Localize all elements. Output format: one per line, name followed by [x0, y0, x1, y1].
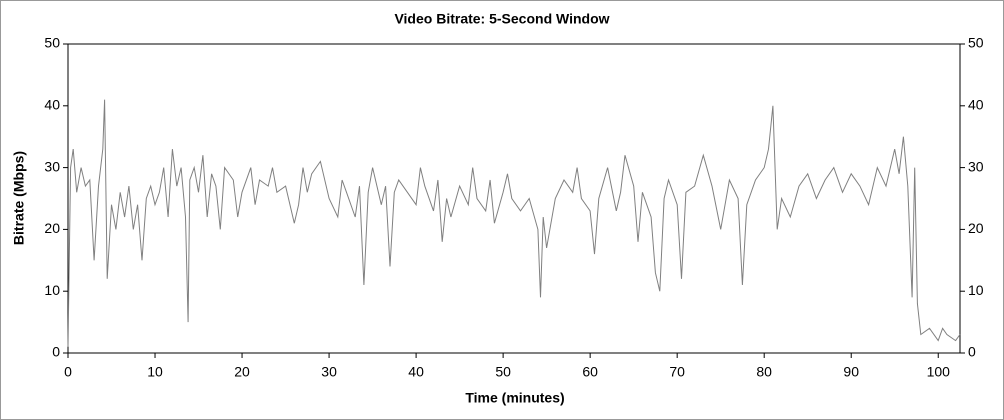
x-tick-label: 10: [147, 364, 163, 380]
x-tick-label: 80: [756, 364, 772, 380]
y-tick-label: 30: [44, 158, 60, 174]
x-tick-label: 60: [582, 364, 598, 380]
y-tick-label: 40: [44, 97, 60, 113]
y2-tick-label: 20: [968, 220, 984, 236]
x-tick-label: 70: [669, 364, 685, 380]
y2-tick-label: 10: [968, 282, 984, 298]
chart-title: Video Bitrate: 5-Second Window: [394, 11, 609, 27]
y-tick-label: 10: [44, 282, 60, 298]
x-tick-label: 0: [64, 364, 72, 380]
y-tick-label: 0: [52, 344, 60, 360]
plot-area: [67, 43, 961, 354]
x-tick-label: 30: [321, 364, 337, 380]
x-tick-label: 50: [495, 364, 511, 380]
x-tick-label: 40: [408, 364, 424, 380]
y-tick-label: 50: [44, 35, 60, 51]
x-axis-label: Time (minutes): [465, 390, 564, 406]
y2-tick-label: 0: [968, 344, 976, 360]
y2-tick-label: 30: [968, 158, 984, 174]
y2-tick-label: 50: [968, 35, 984, 51]
y2-tick-label: 40: [968, 97, 984, 113]
y-tick-label: 20: [44, 220, 60, 236]
x-tick-label: 100: [927, 364, 951, 380]
x-tick-label: 20: [234, 364, 250, 380]
x-tick-label: 90: [843, 364, 859, 380]
y-axis-label: Bitrate (Mbps): [11, 151, 27, 245]
bitrate-line: [67, 99, 961, 347]
